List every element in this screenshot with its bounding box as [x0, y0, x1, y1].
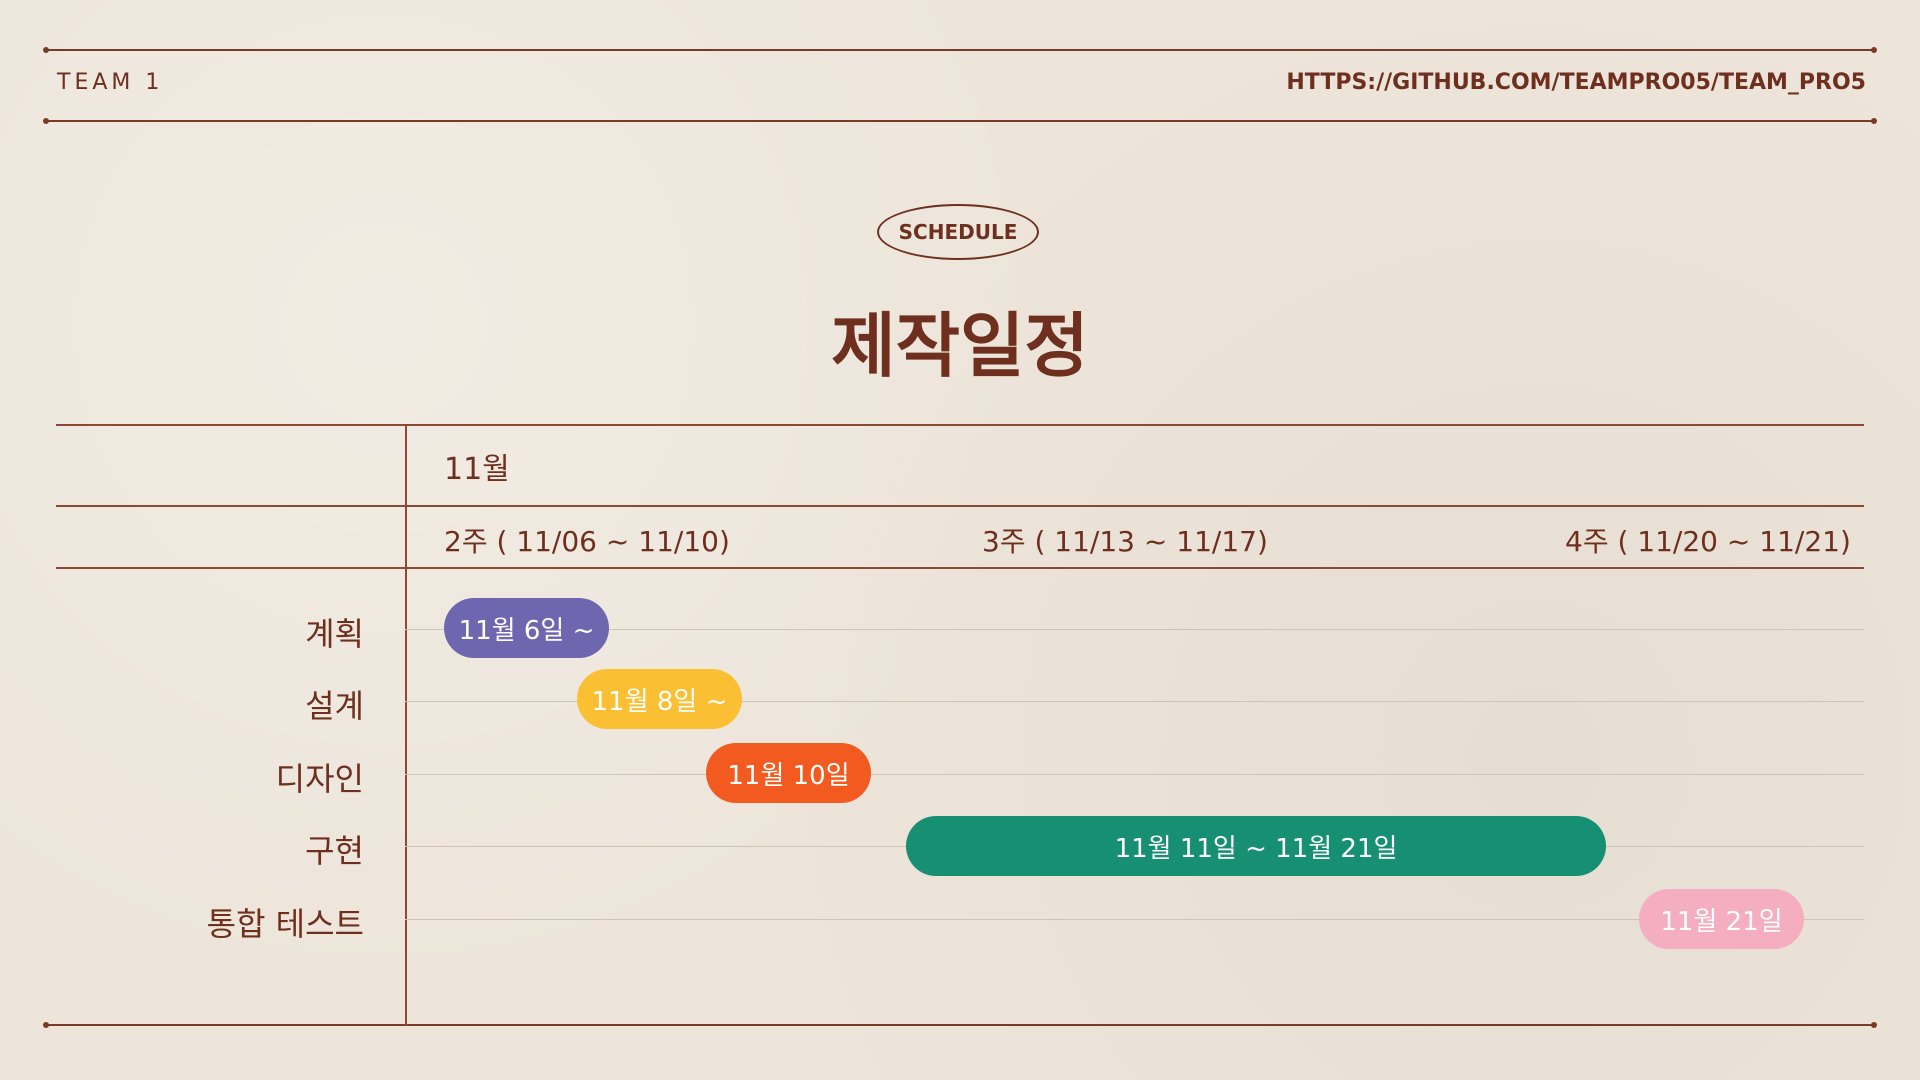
row-line-ui-design — [405, 774, 1864, 775]
row-line-integration-test — [405, 919, 1864, 920]
top-border-line — [43, 47, 1877, 53]
table-vertical-divider — [405, 424, 407, 1026]
github-url-link[interactable]: HTTPS://GITHUB.COM/TEAMPRO05/TEAM_PRO5 — [1286, 70, 1866, 95]
header-divider-line — [43, 118, 1877, 124]
table-week-divider — [56, 567, 1864, 569]
task-label-design: 설계 — [305, 687, 364, 725]
row-line-plan — [405, 629, 1864, 630]
month-header: 11월 — [444, 452, 510, 487]
bottom-border-line — [43, 1022, 1877, 1028]
timeline-bar-implementation: 11월 11일 ~ 11월 21일 — [906, 816, 1606, 876]
task-label-plan: 계획 — [305, 615, 364, 653]
task-label-integration-test: 통합 테스트 — [206, 905, 364, 943]
row-line-design — [405, 701, 1864, 702]
timeline-bar-integration-test: 11월 21일 — [1639, 889, 1804, 949]
timeline-bar-ui-design: 11월 10일 — [706, 743, 871, 803]
schedule-badge: SCHEDULE — [877, 204, 1039, 260]
week-4-header: 4주 ( 11/20 ~ 11/21) — [1565, 525, 1851, 558]
week-3-header: 3주 ( 11/13 ~ 11/17) — [982, 525, 1268, 558]
page-title: 제작일정 — [831, 305, 1089, 387]
timeline-bar-plan: 11월 6일 ~ — [444, 598, 609, 658]
timeline-bar-design: 11월 8일 ~ — [577, 669, 742, 729]
team-label: TEAM 1 — [57, 70, 164, 95]
task-label-implementation: 구현 — [305, 832, 364, 870]
task-label-ui-design: 디자인 — [275, 760, 364, 798]
table-month-divider — [56, 505, 1864, 507]
table-top-line — [56, 424, 1864, 426]
week-2-header: 2주 ( 11/06 ~ 11/10) — [444, 525, 730, 558]
